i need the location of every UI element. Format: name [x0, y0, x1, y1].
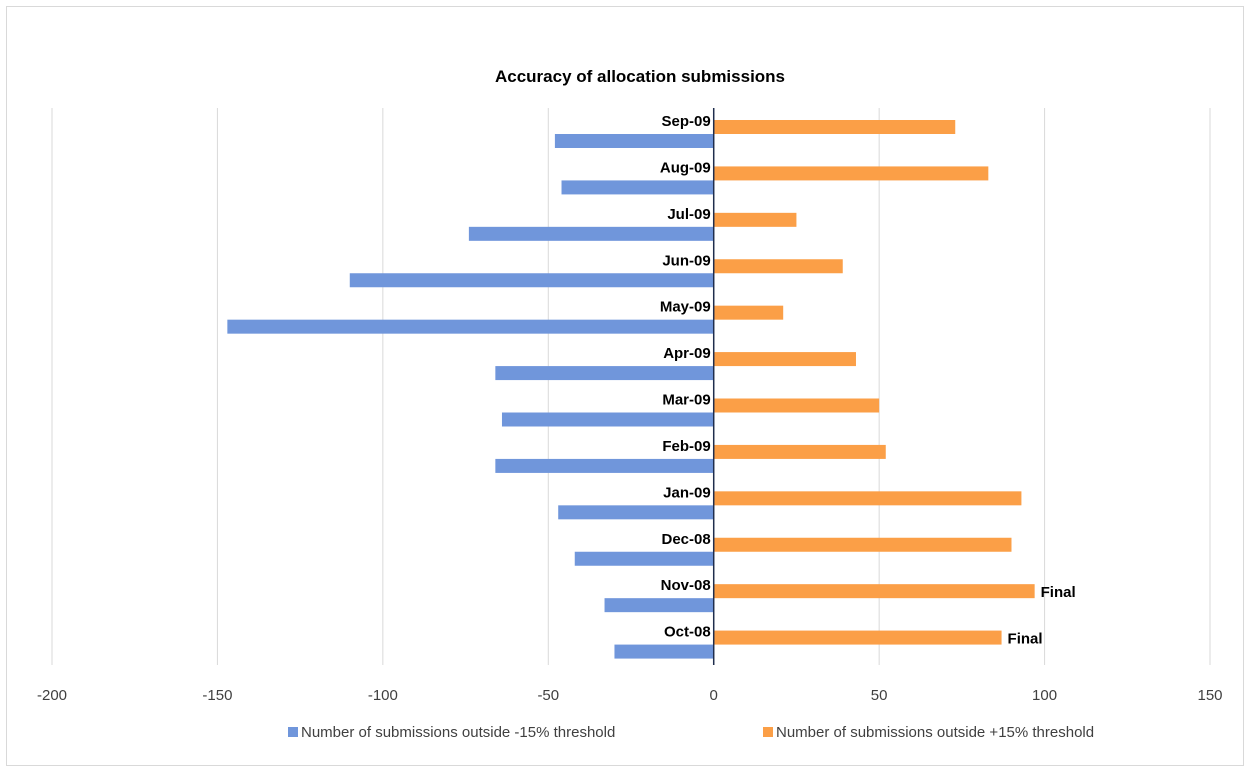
category-label: Oct-08: [664, 624, 711, 641]
legend-swatch: [288, 727, 298, 737]
bar-plus-threshold: [713, 444, 886, 459]
x-tick-label: -200: [37, 687, 67, 704]
bar-minus-threshold: [614, 644, 714, 659]
chart-title: Accuracy of allocation submissions: [495, 67, 785, 86]
bar-plus-threshold: [713, 305, 784, 320]
bar-plus-threshold: [713, 259, 843, 274]
legend-swatch: [763, 727, 773, 737]
labels: -200 -150 -100 -50 0 50 100 150 Sep-09 Aug-09 Jul-…: [37, 113, 1223, 704]
x-tick-label: -150: [202, 687, 232, 704]
bar-minus-threshold: [349, 273, 714, 288]
bar-minus-threshold: [468, 226, 714, 241]
legend-label: Number of submissions outside -15% thres…: [301, 724, 615, 741]
x-tick-label: 50: [871, 687, 888, 704]
category-label: Jul-09: [667, 206, 710, 223]
category-label: Jan-09: [663, 484, 711, 501]
x-tick-label: -100: [368, 687, 398, 704]
category-label: Jun-09: [662, 252, 710, 269]
bar-plus-threshold: [713, 398, 880, 413]
legend: Number of submissions outside -15% thres…: [288, 724, 1094, 741]
bar-plus-threshold: [713, 537, 1012, 552]
category-label: Sep-09: [662, 113, 711, 130]
category-label: Dec-08: [662, 531, 711, 548]
x-tick-label: 100: [1032, 687, 1057, 704]
annotation-label: Final: [1041, 584, 1076, 601]
bar-minus-threshold: [554, 134, 714, 148]
category-label: Aug-09: [660, 159, 711, 176]
bar-minus-threshold: [561, 180, 714, 195]
bar-plus-threshold: [713, 212, 797, 227]
bar-minus-threshold: [604, 598, 714, 613]
grid-lines: [51, 108, 1211, 665]
x-tick-label: -50: [537, 687, 559, 704]
bar-minus-threshold: [495, 458, 714, 473]
annotation-label: Final: [1008, 631, 1043, 648]
category-label: Apr-09: [663, 345, 711, 362]
x-tick-label: 0: [710, 687, 718, 704]
bar-plus-threshold: [713, 584, 1035, 599]
bar-plus-threshold: [713, 630, 1002, 645]
bar-plus-threshold: [713, 120, 956, 134]
legend-label: Number of submissions outside +15% thres…: [776, 724, 1094, 741]
bar-minus-threshold: [558, 505, 714, 520]
category-label: May-09: [660, 299, 711, 316]
bar-plus-threshold: [713, 491, 1022, 506]
bar-minus-threshold: [227, 319, 714, 334]
chart-frame: [6, 6, 1244, 766]
x-tick-label: 150: [1197, 687, 1222, 704]
bar-plus-threshold: [713, 166, 989, 181]
bar-minus-threshold: [501, 412, 714, 427]
bar-minus-threshold: [574, 551, 714, 566]
bar-plus-threshold: [713, 352, 856, 367]
category-label: Mar-09: [662, 392, 710, 409]
category-label: Feb-09: [662, 438, 710, 455]
category-label: Nov-08: [661, 577, 711, 594]
bars: [227, 120, 1035, 659]
bar-minus-threshold: [495, 366, 714, 381]
